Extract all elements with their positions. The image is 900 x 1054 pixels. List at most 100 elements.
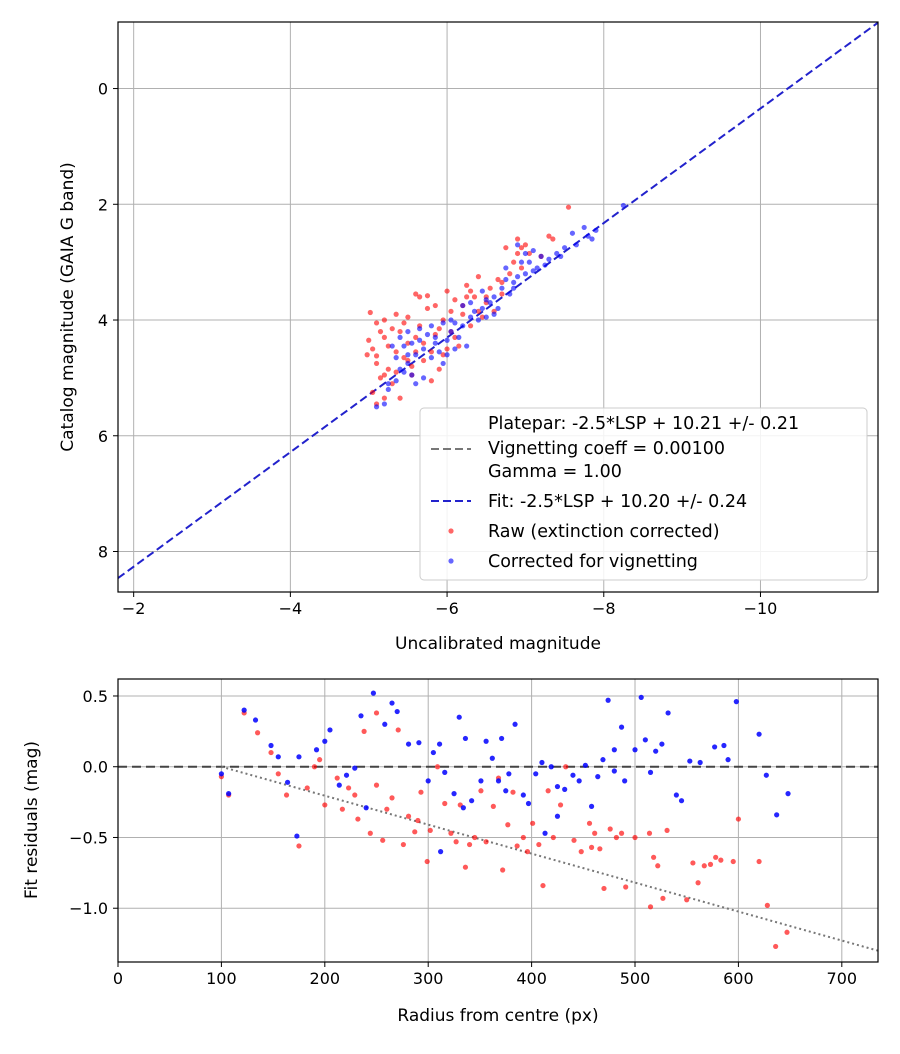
top-raw-point [373,353,380,359]
bottom-panel: 0 100 200 300 400 500 600 700 0.5 0.0 −0.5 −1.0 Rad… [22,678,879,1026]
top-corrected-point [479,305,485,312]
top-raw-point [381,334,387,340]
top-raw-point [464,282,470,288]
top-raw-point [452,334,458,340]
bottom-corrected-point [756,731,762,737]
top-raw-point [522,242,529,248]
top-x-tick-label: −4 [279,599,303,618]
top-corrected-point [522,271,529,277]
top-raw-point [405,340,411,346]
bottom-raw-point [713,854,719,860]
bottom-corrected-point [506,771,512,777]
bottom-raw-point [453,839,459,845]
top-corrected-point [385,386,391,393]
bottom-raw-point [655,863,661,869]
top-raw-point [377,375,384,381]
bottom-corrected-point [582,762,588,768]
bottom-raw-point [505,822,511,828]
bottom-corrected-point [275,754,281,760]
legend-entry-corrected: Corrected for vignetting [488,552,698,572]
bottom-raw-point [764,902,770,909]
top-corrected-point [424,331,431,338]
top-raw-point [389,326,395,332]
bottom-raw-point [380,837,386,843]
bottom-raw-point [510,789,516,795]
bottom-corrected-point [520,792,526,798]
bottom-corrected-point [322,738,328,744]
bottom-corrected-point [268,742,274,749]
bottom-x-tick-label: 0 [113,969,123,988]
top-corrected-point [464,343,470,349]
top-corrected-point [381,401,387,407]
top-corrected-point [432,334,438,340]
bottom-corrected-point [562,786,568,792]
bottom-raw-point [701,863,707,869]
top-raw-point [381,372,387,378]
top-raw-point [420,340,427,346]
top-corrected-point [495,305,501,312]
bottom-raw-point [427,827,433,834]
top-raw-point [364,352,370,358]
top-raw-point [448,308,454,314]
bottom-corrected-point [451,791,457,797]
top-raw-point [367,309,373,316]
bottom-raw-point [784,929,790,935]
top-corrected-point [397,366,403,372]
bottom-raw-point [448,830,454,836]
bottom-corrected-point [611,747,617,753]
top-corrected-point [526,259,532,265]
legend-entry-raw: Raw (extinction corrected) [488,522,720,542]
top-raw-point [373,320,380,326]
top-axes-frame [117,21,879,593]
top-corrected-point [558,253,564,259]
top-raw-point [503,245,509,251]
top-corrected-point [467,314,474,320]
bottom-axes-frame [117,678,879,963]
bottom-plot-area [118,679,878,962]
top-raw-point [428,378,435,384]
bottom-raw-point [472,834,478,841]
bottom-corrected-point [622,778,628,784]
bottom-raw-point [384,806,390,812]
top-corrected-point [444,337,450,343]
bottom-corrected-point [512,721,518,727]
top-corrected-point [467,300,474,306]
top-raw-point [428,349,435,355]
top-raw-point [511,259,517,265]
top-x-tick-label: −2 [122,599,146,618]
top-corrected-point [460,323,466,329]
top-raw-point [377,328,384,335]
bottom-x-tick-label: 600 [723,969,754,988]
top-corrected-point [503,276,509,283]
bottom-raw-point [773,943,779,950]
bottom-corrected-point [539,759,545,766]
top-corrected-point [428,323,435,329]
bottom-raw-point [254,730,261,736]
bottom-raw-point [588,844,595,850]
bottom-raw-point [352,792,358,798]
bottom-raw-point [735,816,742,822]
bottom-raw-point [578,849,584,855]
top-corrected-point [452,320,458,326]
bottom-corrected-point [343,772,350,778]
bottom-corrected-point [725,757,731,763]
legend: Platepar: -2.5*LSP + 10.21 +/- 0.21 Vign… [419,407,868,581]
top-raw-point [518,265,525,271]
top-raw-point [514,236,521,242]
bottom-corrected-point [588,803,595,809]
top-corrected-point [405,328,411,335]
top-corrected-point [420,375,427,381]
top-corrected-point [428,355,435,361]
bottom-raw-point [466,841,473,848]
bottom-raw-point [545,788,551,794]
bottom-x-tick-label: 500 [620,969,651,988]
top-corrected-point [397,334,403,340]
bottom-ticks: 0 100 200 300 400 500 600 700 0.5 0.0 −0.5 −1.0 [69,687,857,988]
bottom-raw-point [418,789,424,795]
bottom-corrected-point [499,735,505,742]
bottom-raw-point [632,834,638,841]
bottom-raw-point [483,839,489,845]
bottom-raw-point [695,880,701,886]
bottom-corrected-point [313,747,320,753]
